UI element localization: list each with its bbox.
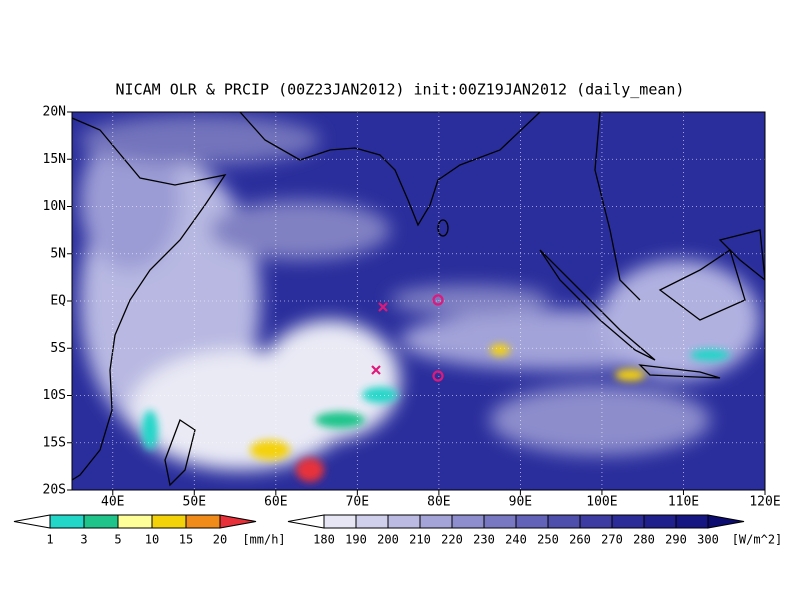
lat-label: 15S <box>43 435 66 450</box>
colorbar-arrow <box>707 514 745 529</box>
colorbar-box <box>483 514 517 529</box>
colorbar-label: 210 <box>409 533 431 547</box>
colorbar-label: 1 <box>46 533 53 547</box>
colorbar-box <box>515 514 549 529</box>
map-title: NICAM OLR & PRCIP (00Z23JAN2012) init:00… <box>116 81 685 99</box>
colorbar-box <box>643 514 677 529</box>
colorbar-arrow <box>13 514 51 529</box>
colorbar-arrow <box>287 514 325 529</box>
colorbar-label: 300 <box>697 533 719 547</box>
lat-label: 20N <box>43 105 66 120</box>
lat-label: 5N <box>50 246 66 261</box>
colorbar-label: 20 <box>213 533 227 547</box>
colorbar-label: 5 <box>114 533 121 547</box>
colorbar-label: 230 <box>473 533 495 547</box>
colorbar-box <box>579 514 613 529</box>
colorbar-box <box>185 514 221 529</box>
colorbar-label: 190 <box>345 533 367 547</box>
colorbar-label: 3 <box>80 533 87 547</box>
lon-label: 120E <box>749 495 780 510</box>
lon-label: 70E <box>346 495 369 510</box>
colorbar-box <box>547 514 581 529</box>
colorbar-label: 220 <box>441 533 463 547</box>
lon-label: 80E <box>427 495 450 510</box>
colorbar-box <box>83 514 119 529</box>
lon-label: 90E <box>509 495 532 510</box>
colorbar-box <box>49 514 85 529</box>
colorbar-label: 270 <box>601 533 623 547</box>
colorbar-box <box>451 514 485 529</box>
colorbar-unit: [mm/h] <box>242 533 285 547</box>
colorbar-label: 240 <box>505 533 527 547</box>
colorbar-box <box>323 514 357 529</box>
colorbar-label: 180 <box>313 533 335 547</box>
colorbar-label: 280 <box>633 533 655 547</box>
colorbar-arrow <box>219 514 257 529</box>
lon-label: 110E <box>668 495 699 510</box>
colorbar-box <box>355 514 389 529</box>
map-field <box>72 112 765 490</box>
lon-label: 40E <box>101 495 124 510</box>
lat-label: 5S <box>50 341 66 356</box>
colorbar-unit: [W/m^2] <box>732 533 783 547</box>
colorbar-box <box>611 514 645 529</box>
lat-label: 10N <box>43 199 66 214</box>
colorbar-box <box>117 514 153 529</box>
storm-markers <box>371 294 444 382</box>
colorbar-box <box>675 514 709 529</box>
colorbar-box <box>419 514 453 529</box>
lon-label: 60E <box>264 495 287 510</box>
colorbar-label: 290 <box>665 533 687 547</box>
lon-label: 100E <box>586 495 617 510</box>
colorbar-label: 200 <box>377 533 399 547</box>
lat-label: 15N <box>43 152 66 167</box>
lat-label: 10S <box>43 388 66 403</box>
colorbar-label: 250 <box>537 533 559 547</box>
colorbar-box <box>151 514 187 529</box>
lat-label: EQ <box>50 294 66 309</box>
colorbar-label: 15 <box>179 533 193 547</box>
colorbar-box <box>387 514 421 529</box>
colorbar-label: 10 <box>145 533 159 547</box>
lon-label: 50E <box>183 495 206 510</box>
lat-label: 20S <box>43 483 66 498</box>
colorbar-label: 260 <box>569 533 591 547</box>
